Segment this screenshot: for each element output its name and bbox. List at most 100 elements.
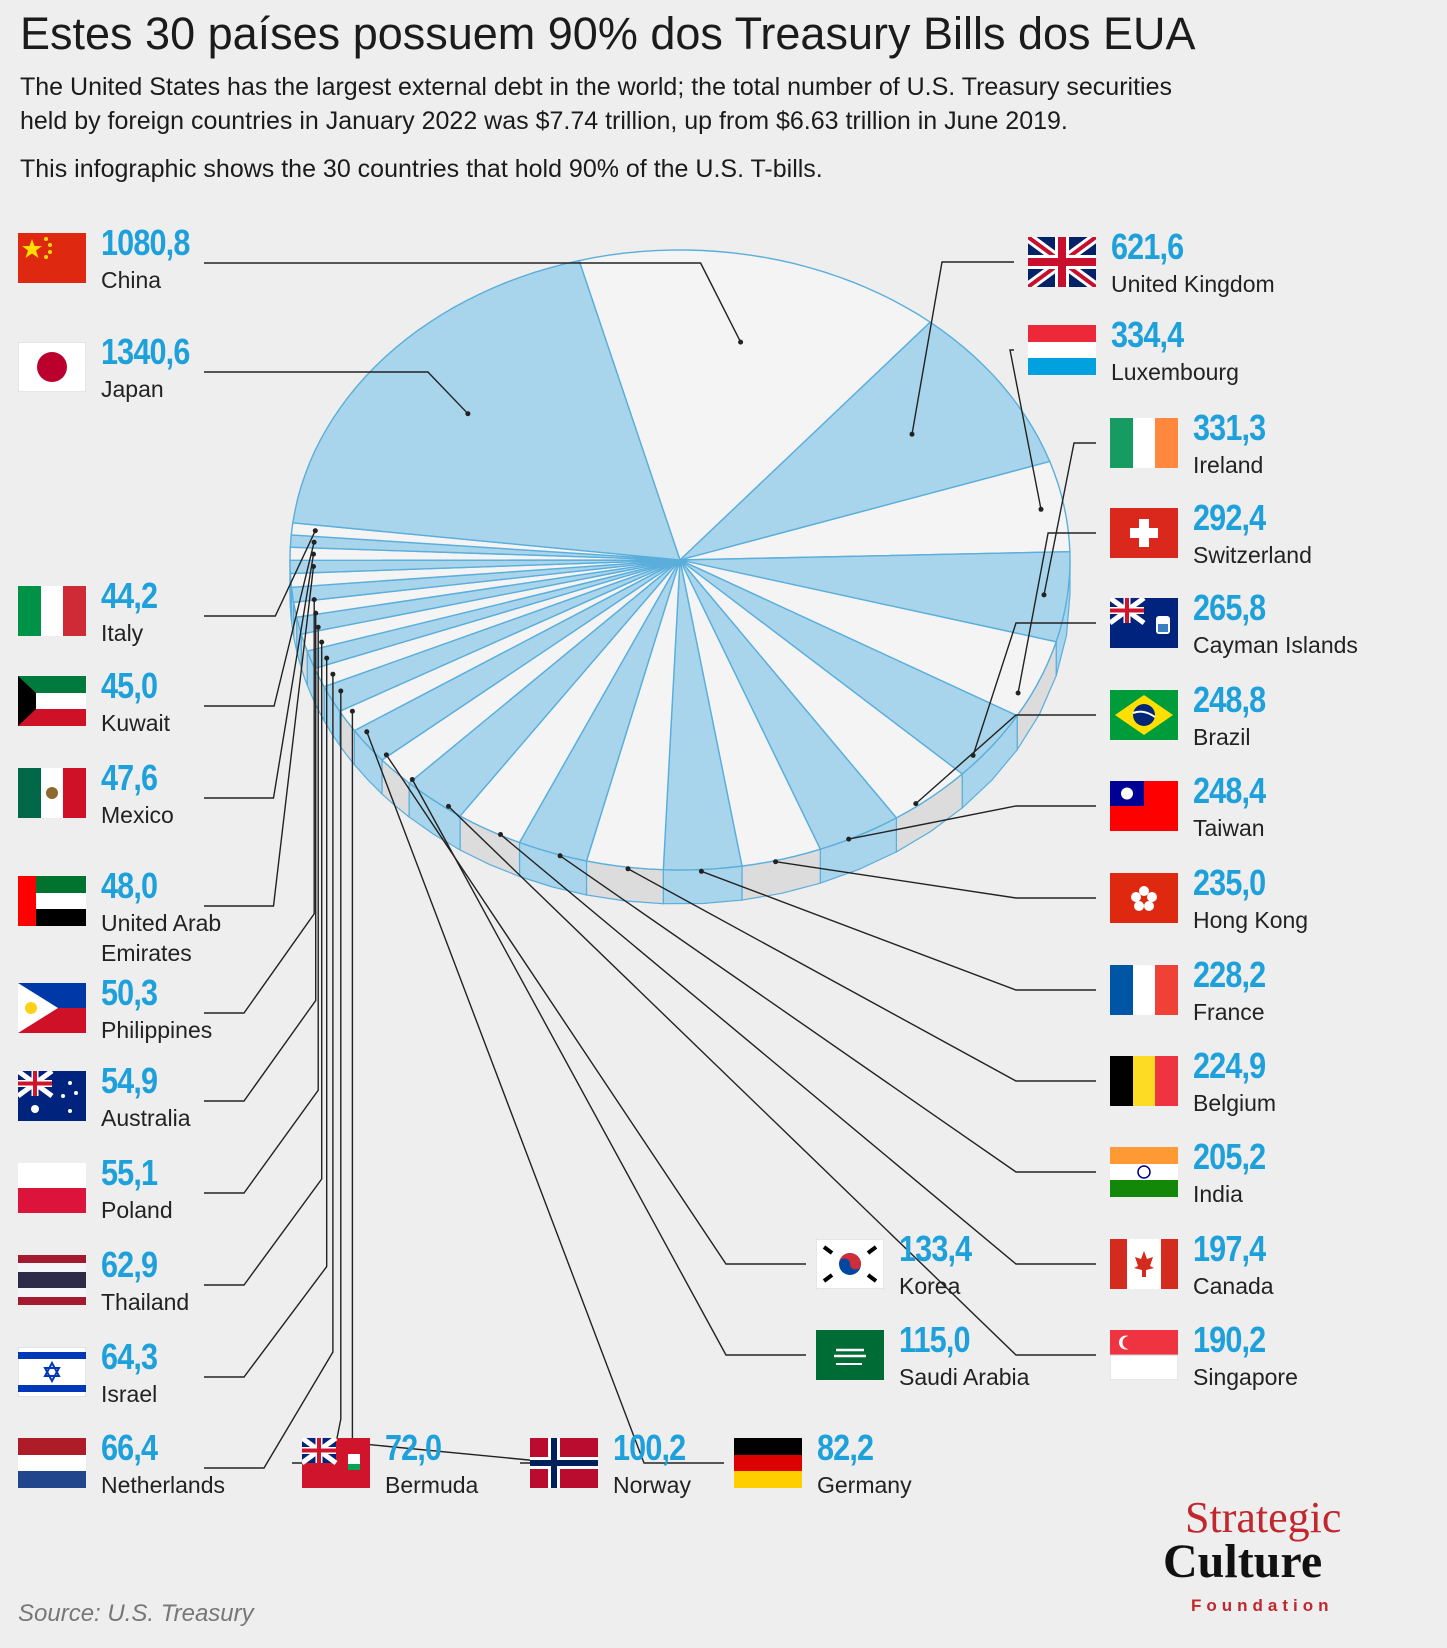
leader-dot-france [698, 868, 704, 874]
value-france: 228,2 [1193, 954, 1266, 995]
leader-dot-korea [383, 752, 389, 758]
leader-dot-italy [312, 528, 318, 534]
subtitle-line-1: The United States has the largest extern… [20, 73, 1172, 101]
country-taiwan: Taiwan [1193, 815, 1265, 841]
leader-dot-india [557, 853, 563, 859]
value-cayman-islands: 265,8 [1193, 587, 1266, 628]
pie-slice-united-kingdom [679, 321, 1051, 561]
flag-kuwait-icon [18, 676, 86, 726]
pie-slice-cayman-islands [679, 559, 1019, 775]
flag-india-icon [1110, 1147, 1178, 1197]
country-australia: Australia [101, 1105, 191, 1131]
value-mexico: 47,6 [101, 757, 158, 798]
logo-line-3: Foundation [1191, 1596, 1334, 1615]
value-singapore: 190,2 [1193, 1319, 1266, 1360]
leader-line-germany [366, 731, 724, 1464]
leader-dot-saudi-arabia [409, 777, 415, 782]
flag-hong-kong-icon [1110, 873, 1178, 923]
country-united-arab-emirates: United Arab Emirates [101, 910, 222, 966]
leader-line-poland [204, 627, 319, 1194]
source-note: Source: U.S. Treasury [18, 1600, 254, 1627]
value-italy: 44,2 [101, 575, 158, 616]
country-mexico: Mexico [101, 802, 174, 828]
value-canada: 197,4 [1193, 1228, 1266, 1269]
country-ireland: Ireland [1193, 452, 1264, 478]
leader-dot-israel [324, 655, 330, 661]
leader-line-korea [385, 754, 806, 1265]
value-united-kingdom: 621,6 [1111, 226, 1184, 267]
country-switzerland: Switzerland [1193, 542, 1312, 568]
leader-line-brazil [915, 714, 1096, 805]
value-switzerland: 292,4 [1193, 497, 1266, 538]
leader-line-mexico [204, 553, 315, 799]
flag-australia-icon [18, 1071, 86, 1121]
flag-italy-icon [18, 586, 86, 636]
leader-line-china [204, 262, 742, 343]
country-luxembourg: Luxembourg [1111, 359, 1239, 385]
value-hong-kong: 235,0 [1193, 862, 1266, 903]
country-philippines: Philippines [101, 1017, 213, 1043]
leader-line-thailand [204, 642, 323, 1286]
flag-taiwan-icon [1110, 781, 1178, 831]
leader-line-kuwait [204, 542, 315, 707]
value-china: 1080,8 [101, 222, 190, 263]
flag-bermuda-icon [302, 1438, 370, 1488]
country-kuwait: Kuwait [101, 710, 171, 736]
leader-line-singapore [448, 805, 1096, 1356]
leader-dot-luxembourg [1038, 506, 1044, 512]
value-united-arab-emirates: 48,0 [101, 865, 158, 906]
leader-line-switzerland [1017, 532, 1096, 694]
country-japan: Japan [101, 376, 164, 402]
pie-slice-taiwan [679, 559, 898, 851]
value-india: 205,2 [1193, 1136, 1266, 1177]
publisher-logo: Strategic Culture Foundation [1163, 1494, 1393, 1624]
value-philippines: 50,3 [101, 972, 158, 1013]
flag-united-kingdom-icon [1028, 237, 1096, 287]
country-hong-kong: Hong Kong [1193, 907, 1309, 933]
flag-philippines-icon [18, 983, 86, 1033]
flag-belgium-icon [1110, 1056, 1178, 1106]
value-germany: 82,2 [817, 1427, 874, 1468]
leader-dot-bermuda [338, 688, 344, 694]
pie-slice-switzerland [679, 559, 1058, 717]
country-thailand: Thailand [101, 1289, 190, 1315]
leader-line-italy [204, 530, 316, 617]
pie-slice-canada [458, 559, 681, 844]
country-saudi-arabia: Saudi Arabia [899, 1364, 1030, 1390]
leader-line-france [701, 870, 1096, 991]
leader-line-australia [204, 613, 317, 1102]
country-germany: Germany [817, 1472, 912, 1498]
flag-cayman-islands-icon [1110, 598, 1178, 648]
leader-line-belgium [627, 868, 1096, 1082]
leader-line-israel [204, 658, 328, 1378]
leader-dot-united-kingdom [909, 431, 915, 437]
leader-dot-china [738, 339, 744, 345]
leader-dot-mexico [311, 551, 316, 557]
value-poland: 55,1 [101, 1152, 158, 1193]
leader-dot-germany [364, 729, 370, 735]
country-singapore: Singapore [1193, 1364, 1298, 1390]
country-cayman-islands: Cayman Islands [1193, 632, 1358, 658]
leader-line-india [559, 855, 1096, 1173]
flag-ireland-icon [1110, 418, 1178, 468]
flag-saudi-arabia-icon [816, 1330, 884, 1380]
flag-switzerland-icon [1110, 508, 1178, 558]
value-australia: 54,9 [101, 1060, 158, 1101]
country-united-kingdom: United Kingdom [1111, 271, 1275, 297]
value-brazil: 248,8 [1193, 679, 1266, 720]
pie-slice-japan [291, 259, 682, 561]
leader-line-united-arab-emirates [204, 566, 315, 907]
leader-dot-ireland [1041, 592, 1047, 598]
leader-dot-kuwait [311, 539, 317, 545]
leader-line-cayman-islands [972, 622, 1096, 756]
leader-dot-netherlands [330, 671, 336, 677]
value-luxembourg: 334,4 [1111, 314, 1184, 355]
country-india: India [1193, 1181, 1243, 1207]
leader-line-saudi-arabia [411, 779, 806, 1356]
leader-dot-canada [498, 832, 503, 837]
subtitle-line-2: held by foreign countries in January 202… [20, 107, 1068, 135]
leader-dot-thailand [319, 639, 325, 645]
value-japan: 1340,6 [101, 331, 190, 372]
flag-mexico-icon [18, 768, 86, 818]
flag-norway-icon [530, 1438, 598, 1488]
